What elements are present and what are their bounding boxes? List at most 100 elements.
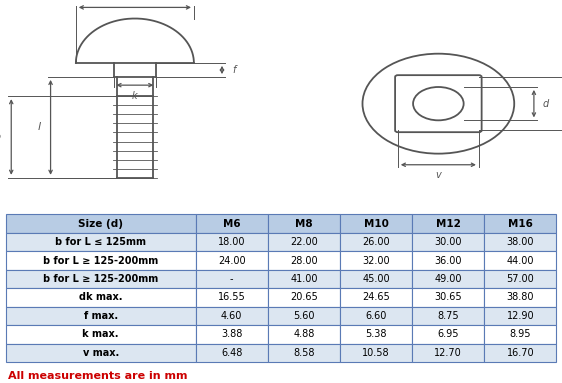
Text: v max.: v max. [83, 348, 119, 358]
FancyBboxPatch shape [412, 307, 484, 325]
Text: 4.88: 4.88 [293, 329, 315, 339]
Text: 5.60: 5.60 [293, 311, 315, 321]
FancyBboxPatch shape [340, 270, 412, 288]
FancyBboxPatch shape [412, 214, 484, 233]
FancyBboxPatch shape [196, 325, 268, 344]
FancyBboxPatch shape [6, 344, 196, 362]
Text: 16.70: 16.70 [506, 348, 534, 358]
FancyBboxPatch shape [340, 214, 412, 233]
FancyBboxPatch shape [268, 307, 340, 325]
FancyBboxPatch shape [196, 344, 268, 362]
FancyBboxPatch shape [412, 251, 484, 270]
FancyBboxPatch shape [412, 288, 484, 307]
FancyBboxPatch shape [412, 233, 484, 251]
FancyBboxPatch shape [484, 288, 556, 307]
FancyBboxPatch shape [6, 251, 196, 270]
Text: b for L ≥ 125-200mm: b for L ≥ 125-200mm [43, 255, 158, 265]
Text: 8.75: 8.75 [437, 311, 459, 321]
Text: 6.60: 6.60 [365, 311, 387, 321]
FancyBboxPatch shape [484, 233, 556, 251]
Text: Size (d): Size (d) [78, 219, 123, 229]
FancyBboxPatch shape [484, 307, 556, 325]
FancyBboxPatch shape [196, 307, 268, 325]
FancyBboxPatch shape [340, 233, 412, 251]
FancyBboxPatch shape [6, 325, 196, 344]
Text: 26.00: 26.00 [362, 237, 390, 247]
Text: 36.00: 36.00 [434, 255, 462, 265]
FancyBboxPatch shape [340, 325, 412, 344]
Text: -: - [230, 274, 233, 284]
Text: 8.58: 8.58 [293, 348, 315, 358]
FancyBboxPatch shape [484, 251, 556, 270]
FancyBboxPatch shape [6, 214, 196, 233]
Text: f max.: f max. [84, 311, 117, 321]
Text: 18.00: 18.00 [218, 237, 246, 247]
Text: 30.65: 30.65 [434, 293, 462, 303]
FancyBboxPatch shape [196, 233, 268, 251]
Text: 28.00: 28.00 [290, 255, 318, 265]
Text: M12: M12 [436, 219, 461, 229]
FancyBboxPatch shape [268, 325, 340, 344]
Text: 45.00: 45.00 [362, 274, 390, 284]
FancyBboxPatch shape [196, 251, 268, 270]
Text: 20.65: 20.65 [290, 293, 318, 303]
FancyBboxPatch shape [268, 344, 340, 362]
Text: k: k [132, 91, 138, 101]
FancyBboxPatch shape [6, 288, 196, 307]
Text: 49.00: 49.00 [434, 274, 462, 284]
Text: M16: M16 [508, 219, 533, 229]
Text: b: b [0, 132, 1, 142]
Text: All measurements are in mm: All measurements are in mm [8, 371, 188, 381]
FancyBboxPatch shape [6, 270, 196, 288]
FancyBboxPatch shape [484, 214, 556, 233]
Text: 57.00: 57.00 [506, 274, 534, 284]
Text: d: d [542, 99, 549, 109]
FancyBboxPatch shape [484, 344, 556, 362]
Text: 4.60: 4.60 [221, 311, 242, 321]
Text: 44.00: 44.00 [506, 255, 534, 265]
FancyBboxPatch shape [196, 270, 268, 288]
Text: 24.65: 24.65 [362, 293, 390, 303]
Text: f: f [232, 65, 235, 75]
Text: 12.90: 12.90 [506, 311, 534, 321]
FancyBboxPatch shape [268, 233, 340, 251]
Text: 6.95: 6.95 [437, 329, 459, 339]
FancyBboxPatch shape [412, 344, 484, 362]
Text: 24.00: 24.00 [218, 255, 246, 265]
Text: 10.58: 10.58 [362, 348, 390, 358]
Text: M8: M8 [295, 219, 312, 229]
FancyBboxPatch shape [340, 307, 412, 325]
FancyBboxPatch shape [268, 288, 340, 307]
Text: 16.55: 16.55 [218, 293, 246, 303]
FancyBboxPatch shape [6, 307, 196, 325]
FancyBboxPatch shape [412, 325, 484, 344]
FancyBboxPatch shape [6, 233, 196, 251]
FancyBboxPatch shape [268, 270, 340, 288]
Text: 30.00: 30.00 [434, 237, 462, 247]
Text: 12.70: 12.70 [434, 348, 462, 358]
FancyBboxPatch shape [196, 214, 268, 233]
Text: 6.48: 6.48 [221, 348, 242, 358]
Text: 38.80: 38.80 [506, 293, 534, 303]
FancyBboxPatch shape [484, 325, 556, 344]
Text: 32.00: 32.00 [362, 255, 390, 265]
Text: M6: M6 [223, 219, 241, 229]
Text: dk: dk [129, 0, 141, 2]
Text: 3.88: 3.88 [221, 329, 242, 339]
Text: b for L ≤ 125mm: b for L ≤ 125mm [55, 237, 146, 247]
FancyBboxPatch shape [268, 251, 340, 270]
FancyBboxPatch shape [412, 270, 484, 288]
Text: b for L ≥ 125-200mm: b for L ≥ 125-200mm [43, 274, 158, 284]
FancyBboxPatch shape [484, 270, 556, 288]
Text: l: l [37, 122, 40, 133]
FancyBboxPatch shape [340, 344, 412, 362]
Text: 22.00: 22.00 [290, 237, 318, 247]
Text: M10: M10 [364, 219, 388, 229]
FancyBboxPatch shape [340, 288, 412, 307]
FancyBboxPatch shape [268, 214, 340, 233]
Text: 5.38: 5.38 [365, 329, 387, 339]
Text: dk max.: dk max. [79, 293, 123, 303]
Text: 38.00: 38.00 [506, 237, 534, 247]
Text: 41.00: 41.00 [290, 274, 318, 284]
Text: 8.95: 8.95 [510, 329, 531, 339]
